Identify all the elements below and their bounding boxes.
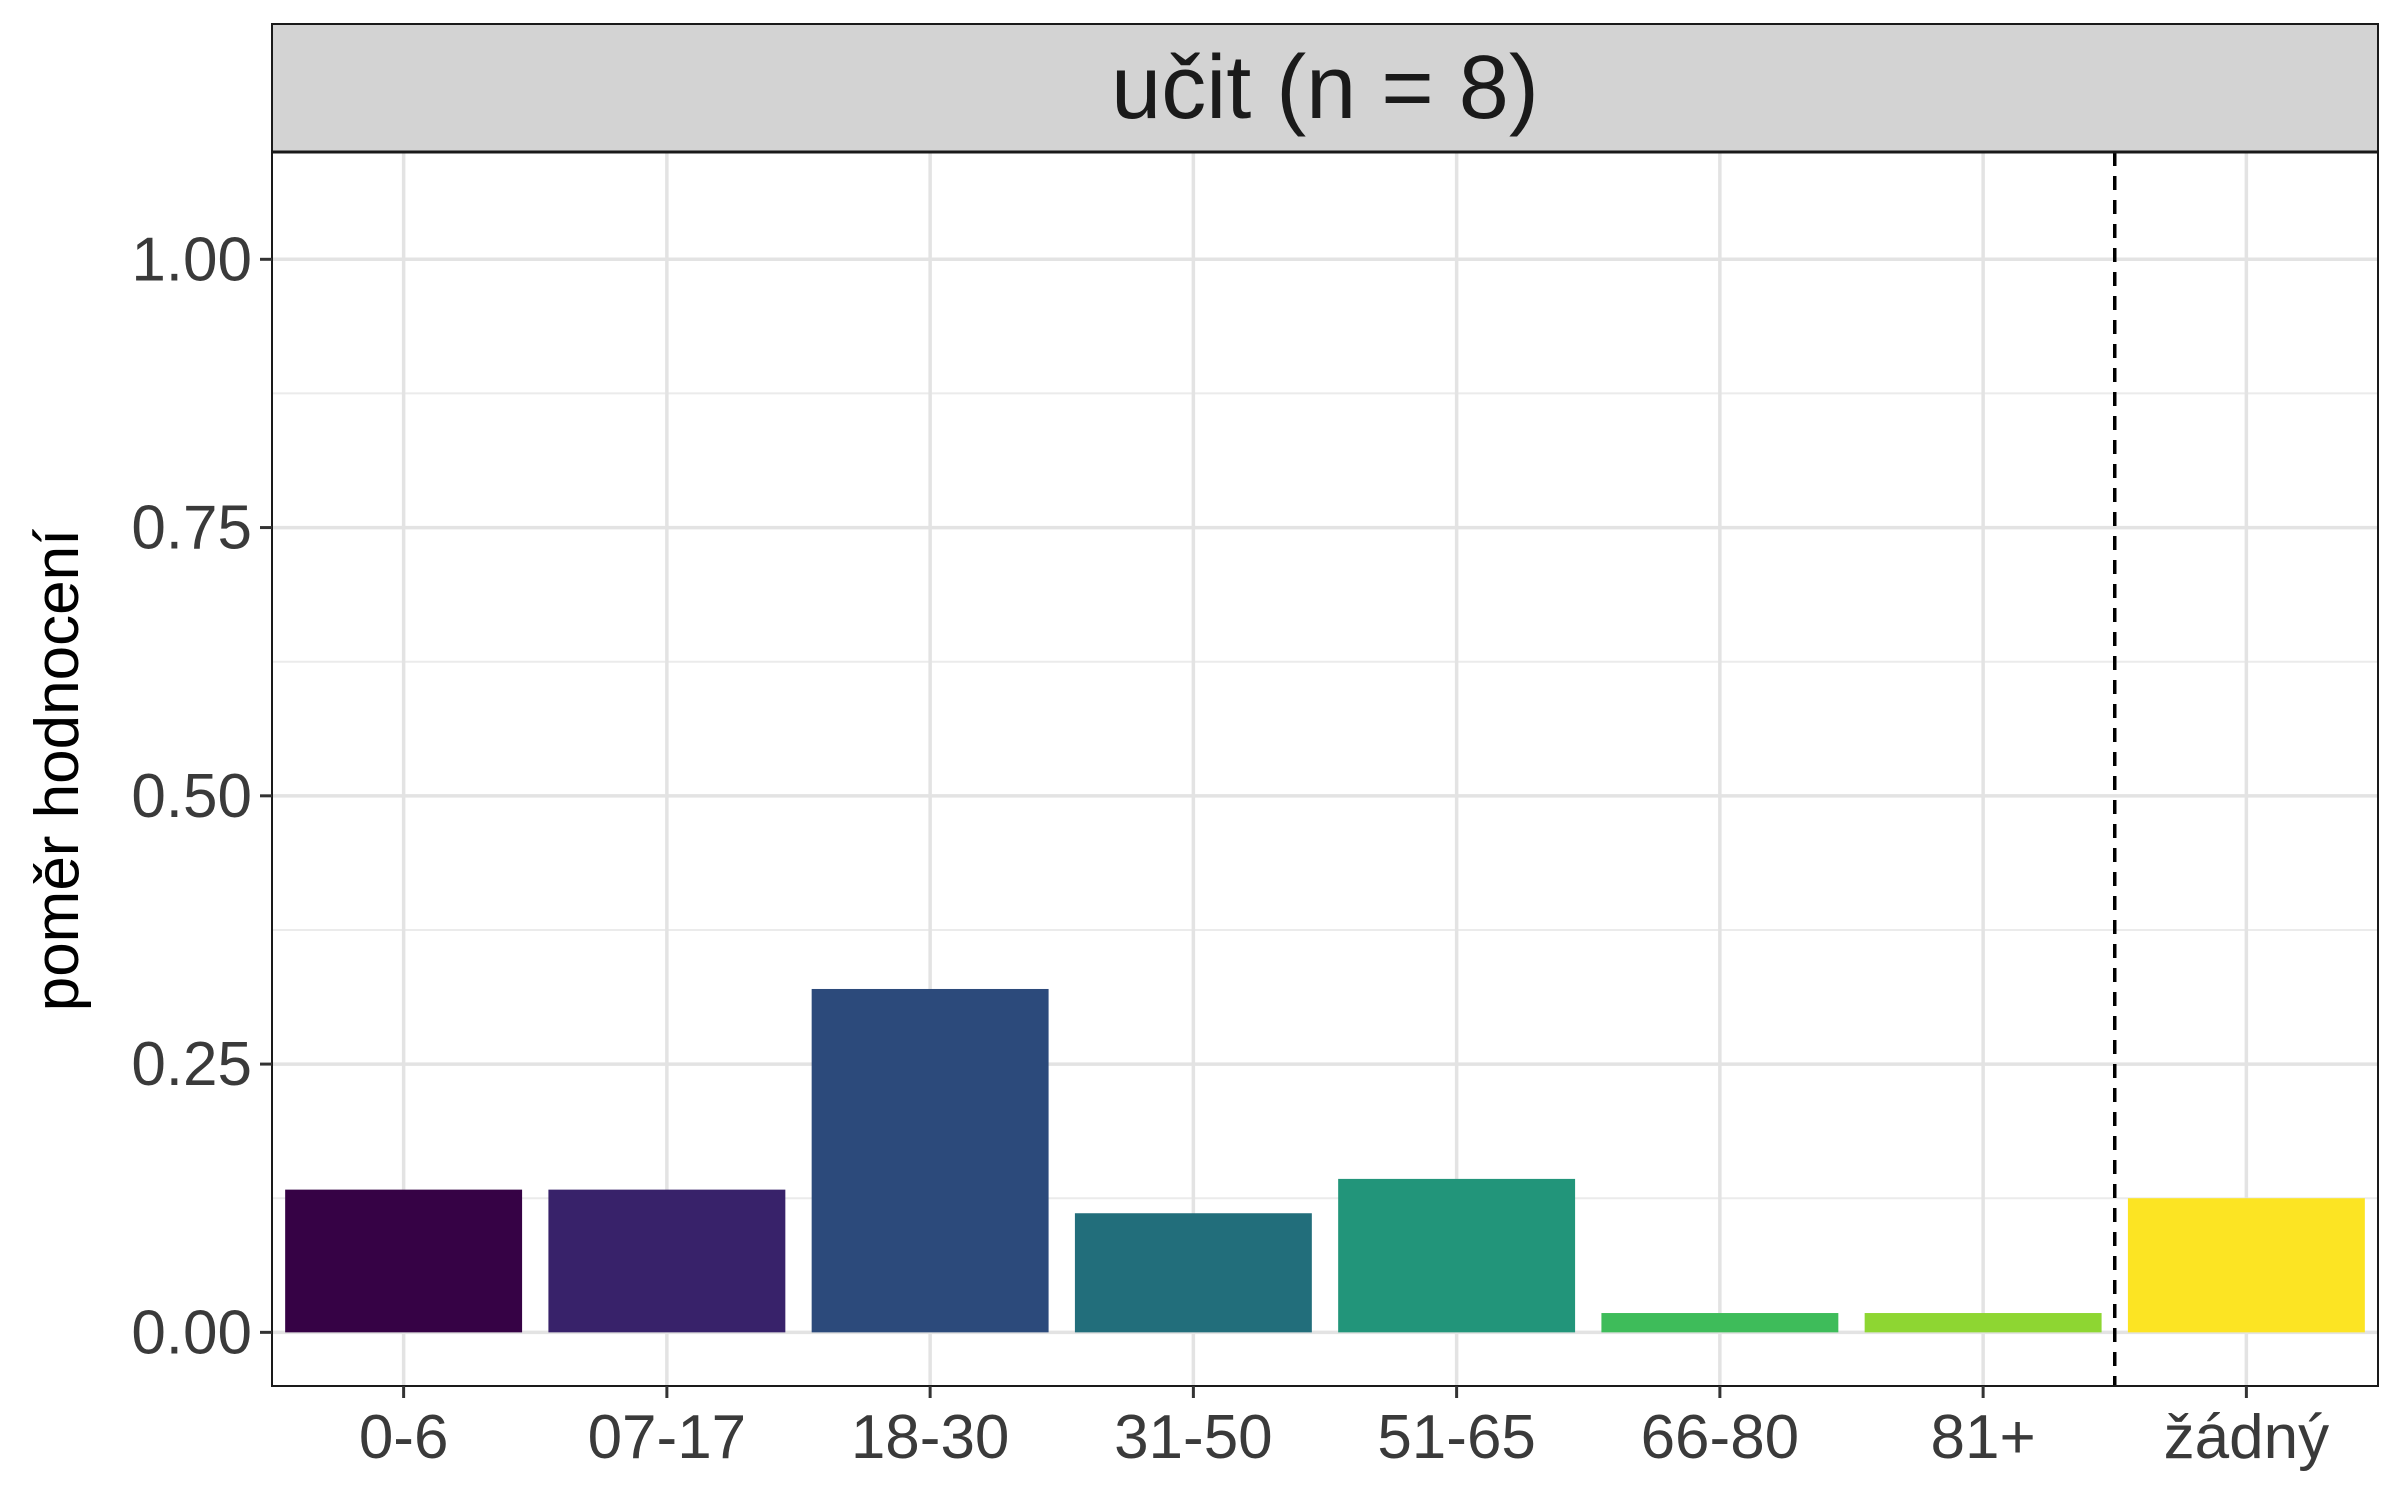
y-tick-label: 0.50 [131,762,252,831]
bar-51-65 [1338,1178,1576,1333]
x-tick-label: 07-17 [588,1403,747,1472]
x-tick-label: 0-6 [359,1403,449,1472]
strip-background [271,23,2379,153]
y-axis-title: poměr hodnocení [23,529,92,1012]
bar-0-6 [285,1189,523,1333]
x-tick-label: 31-50 [1114,1403,1273,1472]
y-tick-label: 0.25 [131,1030,252,1099]
x-axis: 0-6 07-17 18-30 31-50 51-65 66-80 81+ žádný [359,1386,2329,1472]
bar-07-17 [548,1189,786,1333]
grid-lines [272,152,2378,1386]
y-tick-label: 0.75 [131,494,252,563]
bar-18-30 [811,988,1049,1333]
chart-title: učit (n = 8) [1111,38,1539,138]
bar-66-80 [1601,1313,1839,1333]
x-tick-label: žádný [2164,1403,2329,1472]
bar-81+ [1864,1313,2102,1333]
y-axis: 0.00 0.25 0.50 0.75 1.00 [131,225,272,1367]
x-tick-label: 81+ [1931,1403,2036,1472]
x-tick-label: 18-30 [851,1403,1010,1472]
x-tick-label: 51-65 [1377,1403,1536,1472]
bar-žádný [2127,1198,2365,1333]
y-tick-label: 0.00 [131,1298,252,1367]
bars [285,988,2365,1333]
plot-panel [272,152,2378,1386]
y-tick-label: 1.00 [131,225,252,294]
bar-31-50 [1074,1213,1312,1333]
x-tick-label: 66-80 [1641,1403,1800,1472]
